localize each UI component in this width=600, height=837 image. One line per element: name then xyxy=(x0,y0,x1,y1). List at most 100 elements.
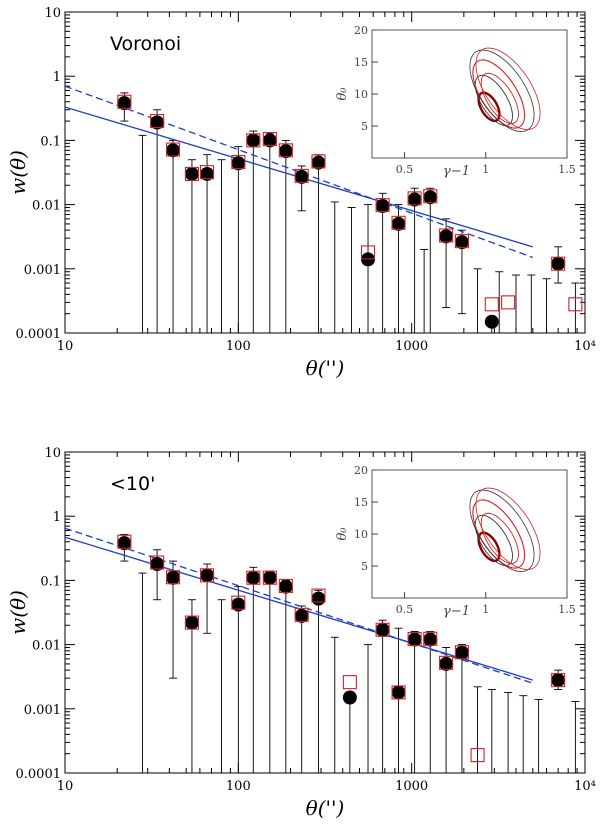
data-point-square xyxy=(551,673,566,688)
data-point-square xyxy=(391,685,406,700)
data-point-square xyxy=(484,297,499,312)
inset-x-tick-label: 1 xyxy=(482,163,489,176)
data-point-square xyxy=(117,534,132,549)
data-point-circle xyxy=(200,568,215,583)
x-tick-label: 100 xyxy=(226,779,251,794)
data-point-square xyxy=(278,143,293,158)
inset-y-tick-label: 20 xyxy=(354,464,368,477)
y-tick-label: 0.1 xyxy=(40,134,61,149)
data-point-circle xyxy=(342,690,357,705)
data-point-circle xyxy=(375,622,390,637)
x-axis-title: θ('') xyxy=(306,796,345,820)
data-point-circle xyxy=(423,190,438,205)
data-point-square xyxy=(278,578,293,593)
data-point-square xyxy=(391,215,406,230)
x-tick-label: 10⁴ xyxy=(574,339,596,354)
inset-contour xyxy=(480,72,519,125)
data-point-circle xyxy=(262,133,277,148)
data-point-square xyxy=(294,168,309,183)
y-tick-label: 0.001 xyxy=(24,703,61,718)
y-axis-title: w(θ) xyxy=(6,590,30,635)
data-point-square xyxy=(184,615,199,630)
inset-y-tick-label: 10 xyxy=(354,528,368,541)
data-point-square xyxy=(262,131,277,147)
data-point-square xyxy=(231,155,246,170)
data-point-circle xyxy=(439,229,454,244)
plot-frame xyxy=(64,11,586,334)
data-point-square xyxy=(423,189,438,204)
data-point-circle xyxy=(262,570,277,585)
data-point-square xyxy=(407,191,422,206)
data-point-square xyxy=(439,228,454,243)
inset-x-tick-label: 1.5 xyxy=(558,603,576,616)
data-point-circle xyxy=(407,192,422,207)
data-point-circle xyxy=(294,169,309,184)
panel-label: <10' xyxy=(110,473,155,495)
inset-contours xyxy=(469,487,541,573)
inset-x-title: γ−1 xyxy=(443,604,470,619)
inset-y-title: θ₀ xyxy=(335,527,350,541)
data-point-square xyxy=(375,198,390,213)
data-point-circle xyxy=(551,256,566,271)
x-tick-label: 1000 xyxy=(395,779,428,794)
data-point-circle xyxy=(375,199,390,214)
plot-data-area xyxy=(65,527,580,773)
data-point-circle xyxy=(166,570,181,585)
inset-contour xyxy=(469,49,535,133)
data-point-circle xyxy=(231,597,246,612)
data-point-circle xyxy=(117,96,132,111)
data-point-square xyxy=(551,256,566,271)
data-point-circle xyxy=(551,673,566,688)
data-point-square xyxy=(231,595,246,610)
data-point-circle xyxy=(231,156,246,171)
y-tick-label: 10 xyxy=(44,6,61,21)
data-point-circle xyxy=(184,166,199,181)
inset-contour xyxy=(474,74,513,127)
data-point-square xyxy=(262,570,277,585)
data-point-square xyxy=(200,568,215,583)
data-point-square xyxy=(311,154,326,169)
inset-y-tick-label: 20 xyxy=(354,24,368,37)
plot-data-area xyxy=(65,85,583,333)
inset-x-tick-label: 0.5 xyxy=(396,163,414,176)
panel-1: 10 100 1000 10⁴ 0.0001 0.001 0.01 0.1 1 10 θ('') w(… xyxy=(6,6,596,380)
inset-contour xyxy=(477,531,501,563)
data-point-circle xyxy=(117,536,132,551)
inset: 0.5 1 1.5 5 10 15 20 γ−1 θ₀ xyxy=(335,464,576,619)
data-point-square xyxy=(360,245,376,260)
y-tick-label: 0.001 xyxy=(24,263,61,278)
x-tick-label: 100 xyxy=(226,339,251,354)
data-point-circle xyxy=(246,570,261,585)
inset-x-title: γ−1 xyxy=(443,164,470,179)
inset-contour xyxy=(475,487,541,571)
data-point-square xyxy=(184,166,199,182)
x-tick-label: 10 xyxy=(57,779,74,794)
data-point-square xyxy=(200,165,215,180)
y-tick-label: 1 xyxy=(53,70,61,85)
data-point-circle xyxy=(439,656,454,671)
y-tick-label: 0.0001 xyxy=(16,767,62,782)
inset-contour xyxy=(475,47,541,131)
inset-y-tick-label: 15 xyxy=(354,496,368,509)
data-point-square xyxy=(423,631,438,646)
data-point-circle xyxy=(391,216,406,231)
data-point-square xyxy=(117,94,132,109)
inset: 0.5 1 1.5 5 10 15 20 γ−1 θ₀ xyxy=(335,24,576,179)
inset-x-tick-label: 0.5 xyxy=(396,603,414,616)
y-tick-label: 1 xyxy=(53,510,61,525)
data-point-circle xyxy=(423,632,438,647)
data-point-square xyxy=(246,570,261,585)
data-point-circle xyxy=(246,133,261,148)
data-point-square xyxy=(165,142,181,157)
y-tick-label: 0.1 xyxy=(40,574,61,589)
data-point-square xyxy=(407,632,422,647)
data-point-square xyxy=(311,588,326,603)
inset-frame xyxy=(371,29,568,159)
y-tick-label: 10 xyxy=(44,446,61,461)
inset-x-tick-label: 1 xyxy=(482,603,489,616)
fit-line-dashed xyxy=(65,85,534,259)
data-point-circle xyxy=(184,615,199,630)
plot-frame xyxy=(64,451,586,774)
inset-y-tick-label: 5 xyxy=(361,120,368,133)
inset-x-tick-label: 1.5 xyxy=(558,163,576,176)
